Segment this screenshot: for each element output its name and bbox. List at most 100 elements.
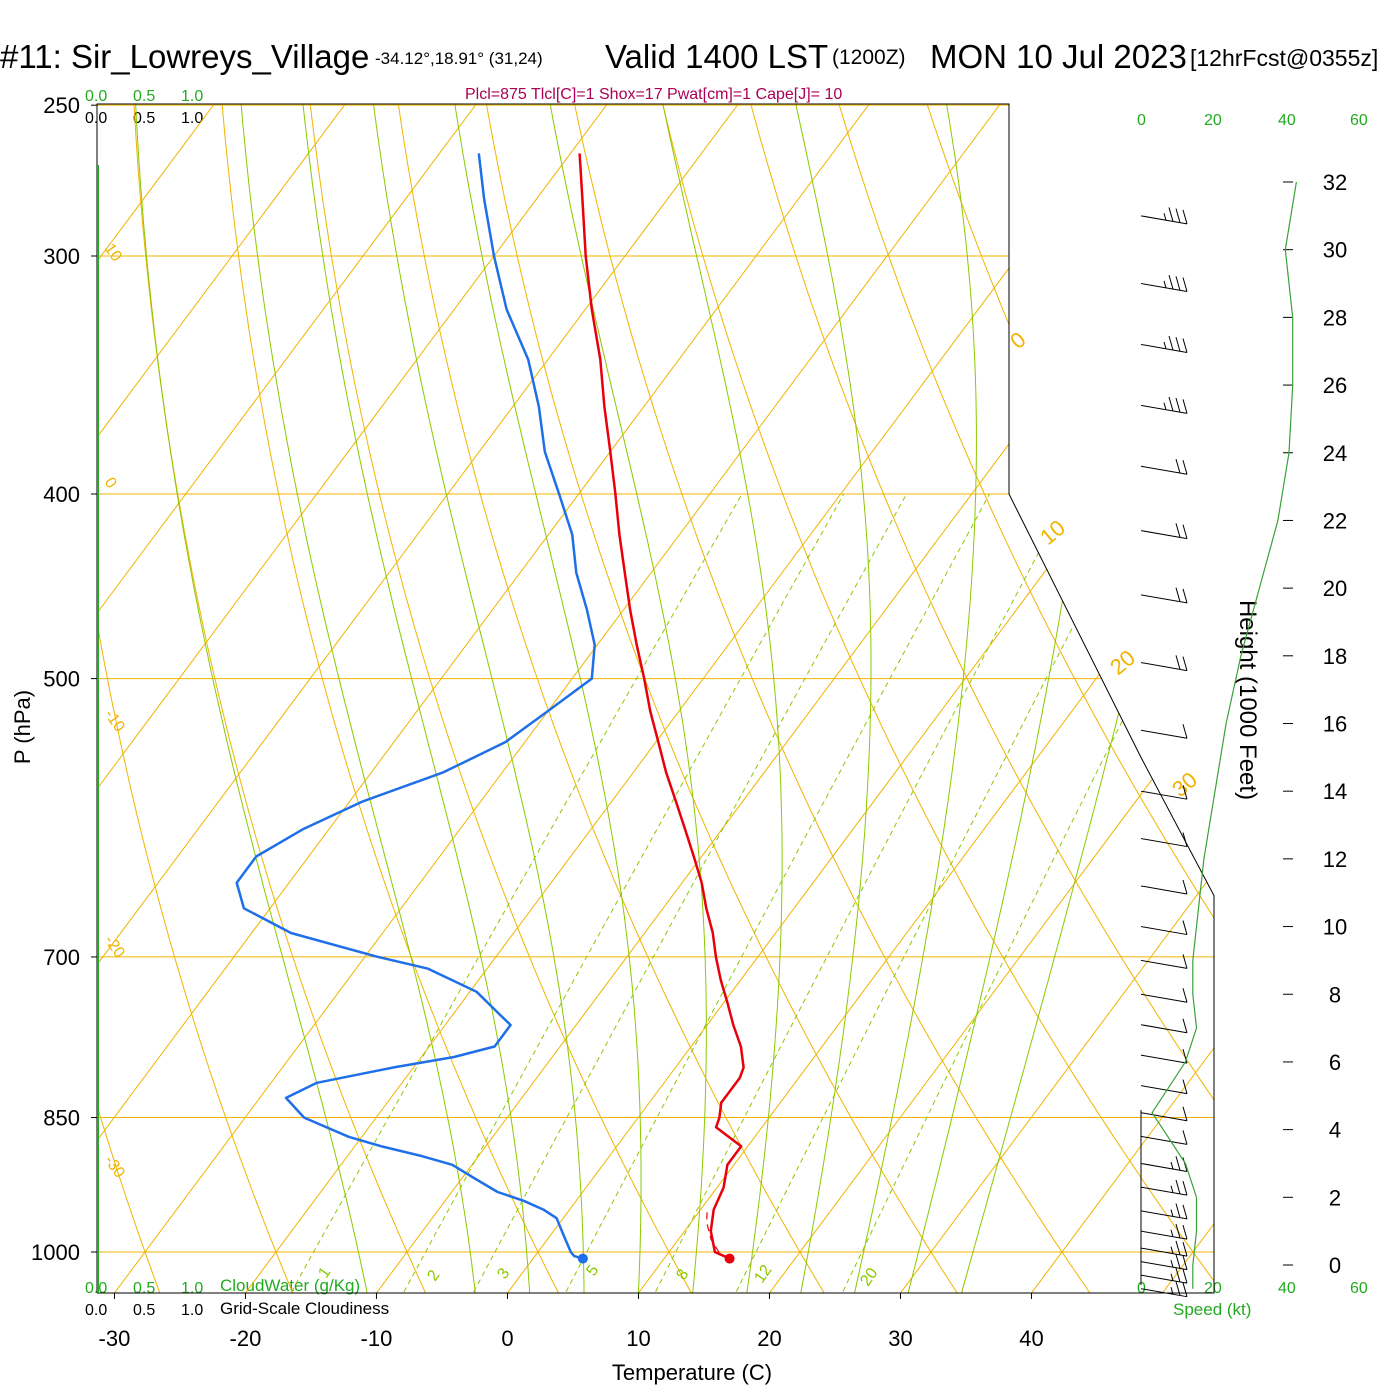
wind-barb-flag bbox=[1182, 832, 1188, 847]
moist-adiabat-line bbox=[756, 104, 872, 1293]
isotherm-line bbox=[97, 104, 239, 1293]
wind-barb-shaft bbox=[1140, 1024, 1188, 1034]
wind-barb-half-flag bbox=[1170, 1185, 1174, 1193]
wind-barb-flag bbox=[1182, 588, 1188, 604]
wind-barb-flag bbox=[1182, 524, 1188, 539]
x-tick-label: 10 bbox=[626, 1326, 650, 1351]
speed-tick-bottom-2: 40 bbox=[1278, 1280, 1296, 1297]
utc-time: (1200Z) bbox=[832, 46, 906, 69]
temperature-line bbox=[578, 153, 745, 1260]
isotherm-line bbox=[97, 104, 1025, 1293]
dry-adiabat-label: -10 bbox=[101, 707, 128, 736]
dry-adiabat-line bbox=[306, 104, 714, 1293]
mixing-ratio-line bbox=[724, 493, 1143, 1293]
forecast-label: [12hrFcst@0355z] bbox=[1190, 45, 1378, 71]
cloudwater-tick-bottom-1: 0.5 bbox=[133, 1280, 155, 1297]
cloudwater-tick-bottom-0: 0.0 bbox=[85, 1280, 107, 1297]
y-tick-label: 300 bbox=[43, 244, 80, 269]
wind-barb-flag bbox=[1168, 207, 1174, 222]
height-tick-label: 30 bbox=[1323, 238, 1347, 263]
mixing-ratio-label: 8 bbox=[673, 1266, 692, 1283]
wind-barb-flag bbox=[1175, 337, 1181, 352]
cloudiness-tick-top-1: 0.5 bbox=[133, 110, 155, 127]
wind-barb-shaft bbox=[1140, 404, 1188, 414]
moist-adiabat-line bbox=[353, 104, 585, 1293]
dry-adiabat-line bbox=[654, 104, 1214, 1293]
wind-barb-shaft bbox=[1140, 1288, 1188, 1298]
x-tick-label: -10 bbox=[361, 1326, 393, 1351]
speed-tick-bottom-3: 60 bbox=[1350, 1280, 1368, 1297]
isotherm-line bbox=[97, 104, 501, 1293]
wind-barb-flag bbox=[1175, 1203, 1181, 1218]
wind-barb-flag bbox=[1175, 1281, 1181, 1296]
wind-barb-shaft bbox=[1140, 729, 1188, 739]
station-title: #11: Sir_Lowreys_Village bbox=[0, 38, 369, 75]
isotherm-line bbox=[609, 104, 1214, 1293]
dry-adiabat-line bbox=[131, 104, 444, 1293]
height-tick-label: 4 bbox=[1329, 1118, 1341, 1143]
height-tick-label: 2 bbox=[1329, 1185, 1341, 1210]
isotherm-line bbox=[478, 104, 1214, 1293]
cloudwater-tick-bottom-2: 1.0 bbox=[181, 1280, 203, 1297]
wind-barb-flag bbox=[1182, 785, 1188, 800]
x-tick-label: 0 bbox=[501, 1326, 513, 1351]
wind-barb-flag bbox=[1182, 1282, 1188, 1297]
cloudiness-label: Grid-Scale Cloudiness bbox=[220, 1299, 389, 1318]
wind-barb-half-flag bbox=[1170, 1161, 1174, 1170]
wind-barb-half-flag bbox=[1170, 1229, 1174, 1237]
wind-barb-half-flag bbox=[1170, 1287, 1174, 1295]
wind-barb-flag bbox=[1182, 1157, 1188, 1172]
wind-barb-shaft bbox=[1140, 215, 1188, 225]
wind-barb-shaft bbox=[1140, 993, 1188, 1003]
mixing-ratio-label: 12 bbox=[751, 1262, 775, 1286]
sounding-traces bbox=[235, 153, 745, 1264]
height-tick-label: 32 bbox=[1323, 170, 1347, 195]
height-tick-label: 20 bbox=[1323, 576, 1347, 601]
wind-barb-flag bbox=[1182, 1241, 1188, 1257]
wind-barb-flag bbox=[1182, 1181, 1188, 1196]
wind-barb-flag bbox=[1182, 277, 1188, 292]
wind-barb-flag bbox=[1182, 338, 1188, 353]
x-tick-label: 20 bbox=[757, 1326, 781, 1351]
wind-panel bbox=[1140, 181, 1297, 1298]
wind-barb-shaft bbox=[1140, 465, 1188, 475]
wind-barb-flag bbox=[1175, 398, 1181, 413]
isotherm-line bbox=[1002, 104, 1214, 1293]
wind-barb-shaft bbox=[1140, 283, 1188, 293]
wind-barb-half-flag bbox=[1163, 402, 1167, 410]
wind-barb-flag bbox=[1182, 209, 1188, 224]
wind-barb-half-flag bbox=[1163, 341, 1167, 349]
mixing-ratio-label: 3 bbox=[494, 1265, 513, 1282]
wind-barb-flag bbox=[1182, 1018, 1188, 1033]
wind-barb-shaft bbox=[1140, 530, 1188, 540]
axes-ticks: -30 -20 -10 0 10 20 30 402503004005007008501000… bbox=[31, 93, 1347, 1351]
wind-barb-shaft bbox=[1140, 1112, 1188, 1122]
dry-adiabat-line bbox=[741, 104, 1214, 1293]
speed-tick-top-3: 60 bbox=[1350, 112, 1368, 129]
wind-barb-flag bbox=[1182, 954, 1188, 969]
wind-barb-flag bbox=[1175, 1254, 1181, 1269]
mixing-ratio-label: 5 bbox=[583, 1262, 602, 1279]
wind-barb-flag bbox=[1182, 656, 1188, 671]
speed-tick-top-0: 0 bbox=[1137, 112, 1146, 129]
moist-adiabat-line bbox=[430, 104, 642, 1293]
dry-adiabat-line bbox=[1177, 104, 1214, 1293]
wind-barb-shaft bbox=[1140, 1230, 1188, 1240]
background-grid bbox=[97, 104, 1214, 1293]
wind-barb-flag bbox=[1182, 399, 1188, 414]
isotherm-line bbox=[97, 104, 894, 1293]
height-tick-label: 10 bbox=[1323, 915, 1347, 940]
wind-barb-flag bbox=[1175, 1240, 1181, 1256]
wind-barb-shaft bbox=[1140, 1186, 1188, 1196]
cloudiness-tick-bottom-2: 1.0 bbox=[181, 1302, 203, 1319]
dry-adiabat-line bbox=[393, 104, 848, 1293]
height-tick-label: 0 bbox=[1329, 1253, 1341, 1278]
isotherm-line bbox=[871, 104, 1214, 1293]
wind-barb-flag bbox=[1182, 1269, 1188, 1284]
wind-barb-shaft bbox=[1140, 1135, 1188, 1145]
y-tick-label: 500 bbox=[43, 667, 80, 692]
isotherm-line bbox=[97, 104, 763, 1293]
moist-adiabat-line bbox=[130, 104, 375, 1293]
height-tick-label: 26 bbox=[1323, 373, 1347, 398]
